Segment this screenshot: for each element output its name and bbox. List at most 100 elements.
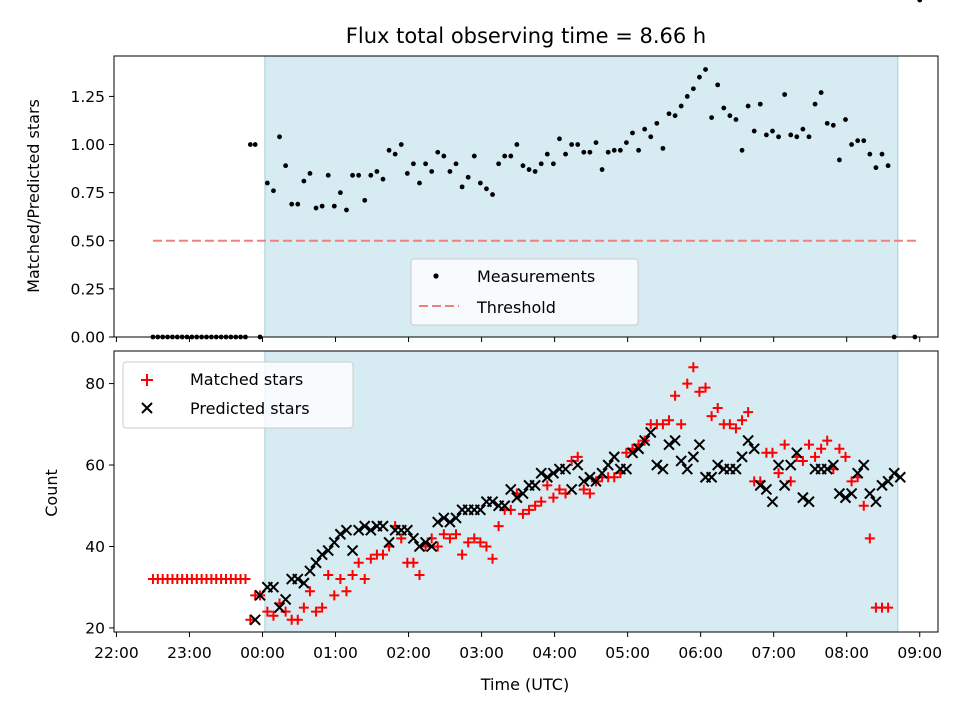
measurement-point <box>666 111 672 117</box>
predicted-star-point <box>632 443 645 455</box>
x-tick-label: 04:00 <box>532 644 577 662</box>
predicted-star-point <box>340 524 353 536</box>
predicted-star-point <box>292 573 304 585</box>
measurement-point <box>617 147 623 153</box>
matched-star-point <box>743 407 754 418</box>
measurement-point <box>453 161 459 167</box>
measurement-point <box>532 169 538 174</box>
predicted-star-point <box>304 565 316 577</box>
legend-threshold-label: Threshold <box>476 298 556 317</box>
measurement-point <box>411 161 416 167</box>
measurement-point <box>471 153 477 159</box>
predicted-star-point <box>681 463 693 475</box>
x-tick-label: 06:00 <box>678 644 723 662</box>
predicted-star-point <box>365 524 377 536</box>
x-tick-label: 07:00 <box>751 644 796 662</box>
predicted-star-point <box>894 471 906 483</box>
measurement-point <box>824 120 830 126</box>
top-y-tick-label: 0.25 <box>70 280 105 298</box>
matched-star-point <box>469 533 480 544</box>
predicted-star-point <box>359 520 371 532</box>
measurement-point <box>636 147 641 153</box>
bottom-y-tick-label: 20 <box>85 619 105 637</box>
measurement-point <box>593 140 599 146</box>
matched-star-point <box>432 541 443 552</box>
measurement-point <box>557 136 562 142</box>
predicted-star-point <box>669 434 681 447</box>
matched-star-point <box>883 602 894 613</box>
measurement-point <box>697 74 702 80</box>
predicted-star-point <box>535 467 547 479</box>
measurement-point <box>247 142 253 147</box>
measurement-point <box>502 153 508 159</box>
matched-star-point <box>840 451 851 462</box>
measurement-point <box>721 105 727 111</box>
x-tick-label: 08:00 <box>824 644 869 662</box>
predicted-star-point <box>432 516 444 528</box>
matched-star-point <box>621 447 632 458</box>
measurement-point <box>751 128 757 134</box>
matched-star-point <box>359 574 370 585</box>
measurement-point <box>496 161 502 167</box>
bottom-y-tick-label: 40 <box>85 538 105 556</box>
matched-star-point <box>797 455 808 466</box>
x-tick-label: 22:00 <box>94 644 139 662</box>
measurement-point <box>763 132 769 138</box>
predicted-star-point <box>517 487 529 500</box>
predicted-star-point <box>407 532 420 545</box>
matched-star-point <box>584 488 595 499</box>
top-y-tick-label: 0.75 <box>70 184 105 202</box>
measurement-point <box>325 172 331 178</box>
measurement-point <box>733 117 739 122</box>
measurement-point <box>587 149 593 155</box>
predicted-star-point <box>486 495 499 508</box>
measurement-point <box>264 180 270 186</box>
matched-star-point <box>694 386 705 397</box>
measurement-point <box>654 120 660 126</box>
predicted-star-point <box>711 459 724 471</box>
predicted-star-point <box>511 491 523 504</box>
x-tick-label: 01:00 <box>313 644 358 662</box>
measurement-point <box>429 169 435 174</box>
predicted-star-point <box>620 463 633 475</box>
predicted-star-point <box>413 540 426 553</box>
measurement-point <box>362 197 368 203</box>
measurement-point <box>368 172 374 178</box>
predicted-star-point <box>638 434 651 447</box>
matched-star-point <box>487 553 498 564</box>
predicted-star-point <box>322 544 334 557</box>
measurement-point <box>648 134 654 140</box>
predicted-star-point <box>748 443 760 455</box>
matched-star-point <box>481 541 492 552</box>
matched-star-point <box>578 484 589 495</box>
matched-star-point <box>377 549 388 560</box>
matched-star-point <box>292 614 303 625</box>
measurement-point <box>350 172 355 178</box>
predicted-star-point <box>876 479 888 492</box>
predicted-star-point <box>328 536 341 549</box>
matched-star-point <box>730 423 741 434</box>
measurement-point <box>380 176 386 182</box>
matched-star-point <box>353 557 364 568</box>
top-y-tick-label: 1.00 <box>70 136 105 154</box>
predicted-star-point <box>401 524 414 536</box>
measurement-point <box>818 90 824 95</box>
x-tick-label: 02:00 <box>386 644 431 662</box>
predicted-star-point <box>803 495 815 508</box>
measurement-point <box>873 165 879 171</box>
matched-star-point <box>834 443 845 454</box>
predicted-star-point <box>833 487 846 500</box>
predicted-star-point <box>352 524 365 536</box>
predicted-star-point <box>675 455 687 467</box>
bottom-observing-span <box>264 350 899 633</box>
measurement-point <box>569 142 575 147</box>
measurement-point <box>800 126 806 132</box>
measurement-point <box>812 101 818 107</box>
predicted-star-point <box>626 447 639 459</box>
measurement-point <box>374 169 380 174</box>
predicted-star-point <box>419 536 432 549</box>
measurement-point <box>885 163 891 169</box>
matched-star-point <box>396 533 407 544</box>
x-tick-label: 09:00 <box>897 644 942 662</box>
x-tick-label: 00:00 <box>240 644 285 662</box>
